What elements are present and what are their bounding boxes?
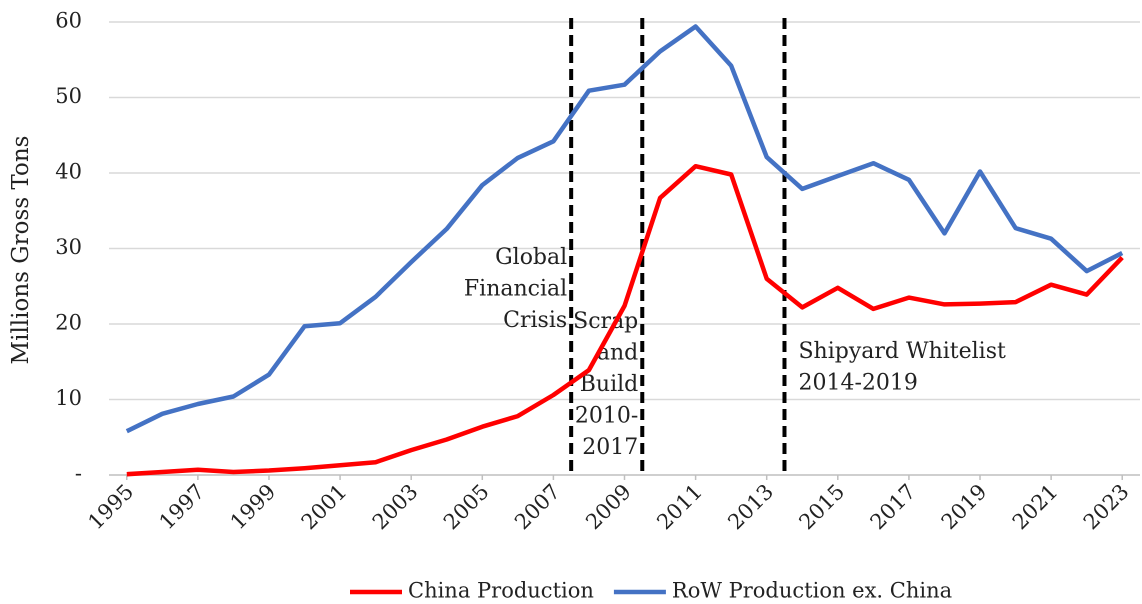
y-tick-label: 10 (55, 386, 82, 410)
y-axis-label: Millions Gross Tons (8, 136, 34, 365)
y-tick-label: 30 (55, 235, 82, 259)
annotation-text: Shipyard Whitelist (798, 339, 1006, 364)
y-tick-label: 60 (55, 9, 82, 33)
x-tick-label: 2017 (866, 479, 921, 534)
annotation-text: Scrap (573, 309, 638, 334)
legend-label: RoW Production ex. China (672, 579, 952, 603)
x-tick-label: 2019 (937, 479, 992, 534)
series-line (126, 163, 1124, 477)
y-tick-label: 40 (55, 160, 82, 184)
annotation-text: Financial (464, 277, 567, 302)
annotation-text: 2014-2019 (798, 371, 917, 396)
x-tick-label: 2009 (581, 479, 636, 534)
x-tick-label: 2015 (794, 479, 849, 534)
annotation-text: 2010- (575, 404, 638, 429)
x-tick-label: 1997 (155, 479, 210, 534)
x-tick-label: 2001 (297, 479, 352, 534)
legend-item: China Production (350, 579, 594, 603)
y-tick-label: 50 (55, 84, 82, 108)
series-line (125, 24, 1124, 434)
annotation-text: Build (580, 372, 639, 397)
x-tick-label: 2007 (510, 479, 565, 534)
x-tick-label: 2003 (368, 479, 423, 534)
x-tick-label: 2005 (439, 479, 494, 534)
x-tick-label: 2021 (1008, 479, 1063, 534)
y-tick-label: - (75, 462, 82, 486)
legend-label: China Production (408, 579, 594, 603)
annotation-text: Global (495, 245, 567, 270)
y-tick-label: 20 (55, 311, 82, 335)
annotation-text: Crisis (503, 308, 567, 333)
x-tick-label: 1995 (83, 479, 138, 534)
x-tick-label: 2023 (1079, 479, 1134, 534)
x-tick-label: 1999 (226, 479, 281, 534)
x-tick-label: 2013 (723, 479, 778, 534)
legend-item: RoW Production ex. China (613, 579, 952, 603)
x-tick-label: 2011 (652, 479, 707, 534)
annotation-text: 2017 (582, 435, 638, 460)
